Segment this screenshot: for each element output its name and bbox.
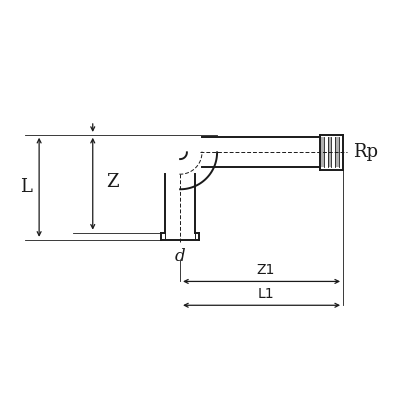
Bar [335, 137, 339, 168]
Text: Z1: Z1 [256, 263, 275, 277]
Bar [328, 137, 332, 168]
Text: Z: Z [106, 173, 119, 191]
Text: Rp: Rp [353, 143, 378, 161]
Text: L1: L1 [257, 287, 274, 301]
Bar [320, 137, 324, 168]
Text: d: d [175, 248, 186, 265]
Text: L: L [20, 178, 32, 196]
